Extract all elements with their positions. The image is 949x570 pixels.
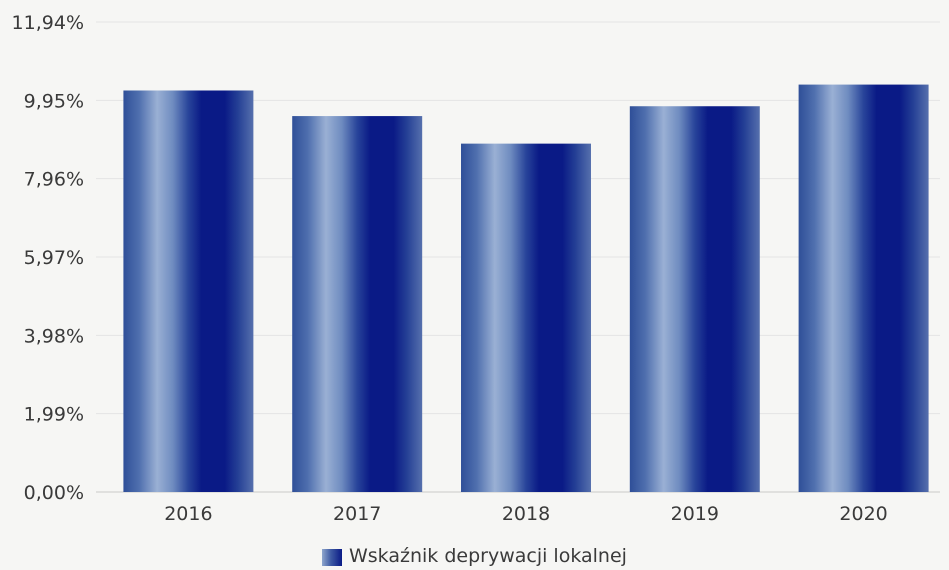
y-tick-label: 1,99%: [24, 404, 84, 426]
bar-2017: [292, 116, 422, 492]
bar-2019: [630, 106, 760, 492]
y-tick-label: 11,94%: [12, 12, 84, 34]
legend-label: Wskaźnik deprywacji lokalnej: [349, 545, 627, 567]
x-tick-label: 2020: [839, 503, 887, 525]
legend: Wskaźnik deprywacji lokalnej: [322, 545, 627, 567]
y-tick-label: 0,00%: [24, 482, 84, 504]
bar-2018: [461, 144, 591, 492]
bars: [123, 85, 928, 492]
legend-swatch: [322, 549, 342, 566]
x-tick-label: 2019: [671, 503, 719, 525]
y-axis: 0,00% 1,99% 3,98% 5,97% 7,96% 9,95% 11,94%: [12, 12, 84, 504]
x-tick-label: 2017: [333, 503, 381, 525]
bar-2020: [799, 85, 929, 492]
x-axis: 2016 2017 2018 2019 2020: [164, 503, 888, 525]
x-tick-label: 2018: [502, 503, 550, 525]
y-tick-label: 9,95%: [24, 90, 84, 112]
y-tick-label: 5,97%: [24, 247, 84, 269]
x-tick-label: 2016: [164, 503, 212, 525]
y-tick-label: 7,96%: [24, 169, 84, 191]
bar-2016: [123, 90, 253, 492]
y-tick-label: 3,98%: [24, 325, 84, 347]
